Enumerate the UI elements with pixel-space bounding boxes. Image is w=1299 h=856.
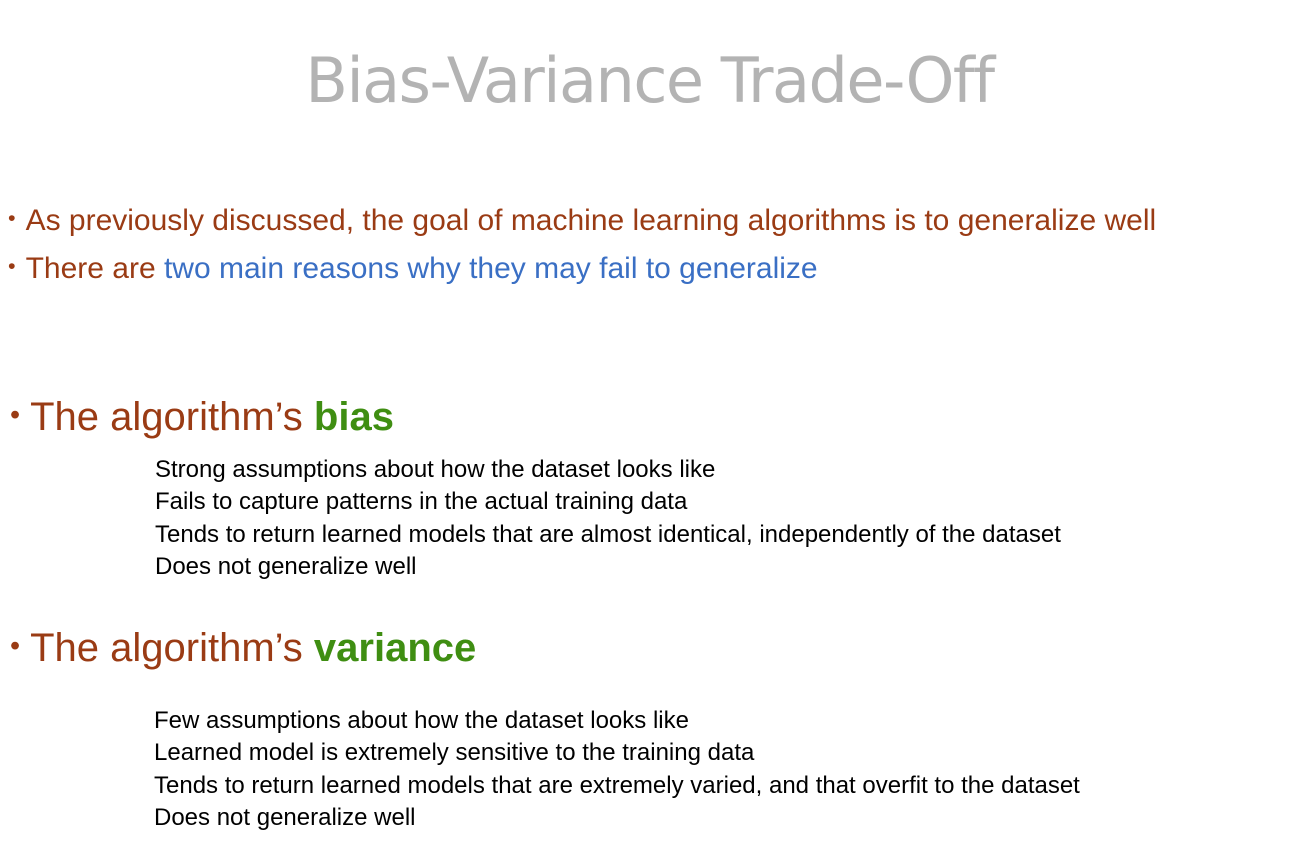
variance-point: Learned model is extremely sensitive to …: [154, 739, 755, 767]
bias-point: Fails to capture patterns in the actual …: [155, 488, 688, 516]
bias-heading-prefix: The algorithm’s: [30, 395, 314, 439]
bias-heading: • The algorithm’s bias: [10, 394, 394, 442]
slide-title: Bias-Variance Trade-Off: [305, 44, 995, 117]
intro-reasons-highlight: two main reasons why they may fail to ge…: [163, 252, 818, 285]
bullet-dot-icon: •: [8, 205, 16, 231]
variance-point: Few assumptions about how the dataset lo…: [154, 707, 689, 734]
bullet-dot-icon: •: [8, 253, 16, 279]
variance-points-list: Few assumptions about how the dataset lo…: [154, 705, 1080, 834]
bias-points-list: Strong assumptions about how the dataset…: [155, 454, 1061, 583]
bias-point: Strong assumptions about how the dataset…: [155, 456, 716, 483]
bias-heading-keyword: bias: [313, 395, 394, 439]
intro-reasons-prefix: There are: [25, 252, 164, 285]
bullet-dot-icon: •: [10, 630, 21, 663]
intro-goal-text: As previously discussed, the goal of mac…: [25, 204, 1157, 237]
bias-point: Does not generalize well: [155, 552, 417, 580]
variance-heading: • The algorithm’s variance: [10, 625, 476, 673]
variance-heading-keyword: variance: [313, 626, 477, 670]
bias-point: Tends to return learned models that are …: [155, 520, 1061, 548]
variance-point: Does not generalize well: [154, 803, 416, 831]
bullet-dot-icon: •: [10, 399, 21, 432]
variance-point: Tends to return learned models that are …: [154, 771, 1080, 799]
variance-heading-prefix: The algorithm’s: [30, 626, 314, 670]
intro-bullet-goal: • As previously discussed, the goal of ma…: [8, 203, 1156, 240]
intro-bullet-reasons: • There are two main reasons why they may…: [8, 251, 818, 288]
